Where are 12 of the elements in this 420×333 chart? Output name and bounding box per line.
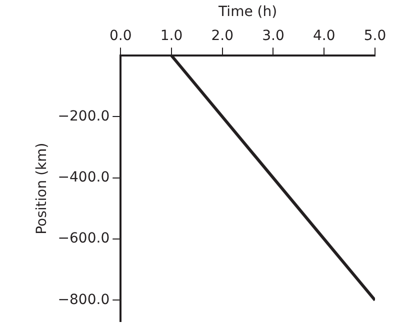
x-axis-title: Time (h) xyxy=(218,4,278,20)
x-tick-label: 0.0 xyxy=(109,28,132,44)
y-axis-title: Position (km) xyxy=(34,142,50,234)
x-tick-label: 1.0 xyxy=(160,28,183,44)
x-tick-label: 5.0 xyxy=(364,28,386,44)
y-tick-label: −200.0 xyxy=(58,108,110,124)
x-tick-label: 2.0 xyxy=(211,28,234,44)
x-tick-label: 3.0 xyxy=(262,28,284,44)
y-tick-label: −800.0 xyxy=(58,292,110,308)
y-tick-label: −400.0 xyxy=(58,170,110,186)
x-tick-label: 4.0 xyxy=(312,28,336,44)
y-tick-label: −600.0 xyxy=(58,230,110,247)
